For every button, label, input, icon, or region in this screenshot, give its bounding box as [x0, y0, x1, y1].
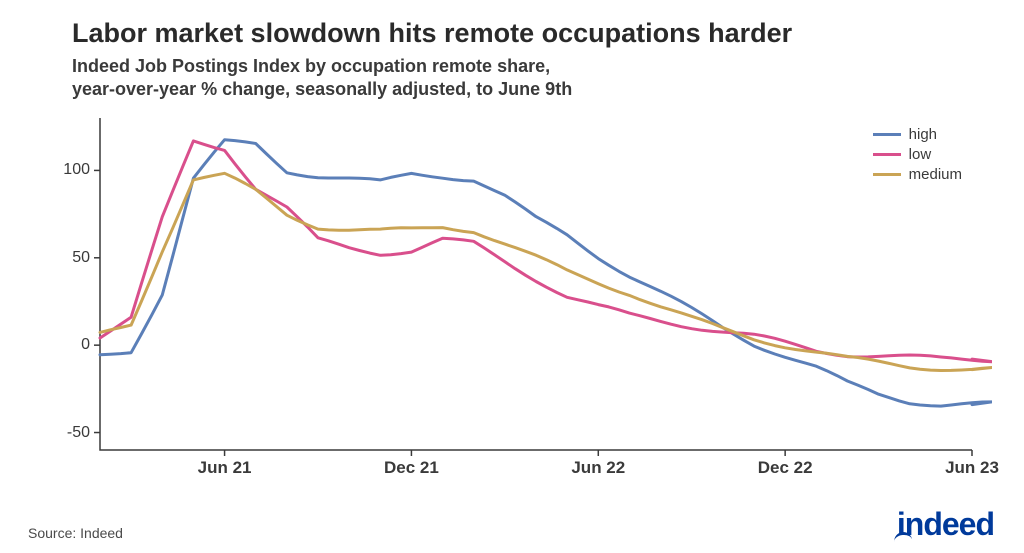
subtitle-line-1: Indeed Job Postings Index by occupation … — [72, 55, 1000, 78]
chart-title: Labor market slowdown hits remote occupa… — [72, 18, 1000, 49]
series-line-high — [100, 140, 992, 406]
chart-subtitle: Indeed Job Postings Index by occupation … — [72, 55, 1000, 100]
series-line-low — [100, 141, 992, 362]
series-line-medium — [100, 173, 992, 370]
indeed-logo: indeed — [897, 506, 994, 543]
chart-plot-area: -50050100Jun 21Dec 21Jun 22Dec 22Jun 23h… — [52, 110, 992, 490]
chart-svg — [52, 110, 992, 490]
chart-source: Source: Indeed — [28, 525, 123, 541]
axes — [100, 118, 972, 450]
subtitle-line-2: year-over-year % change, seasonally adju… — [72, 78, 1000, 101]
chart-frame: Labor market slowdown hits remote occupa… — [0, 0, 1024, 553]
